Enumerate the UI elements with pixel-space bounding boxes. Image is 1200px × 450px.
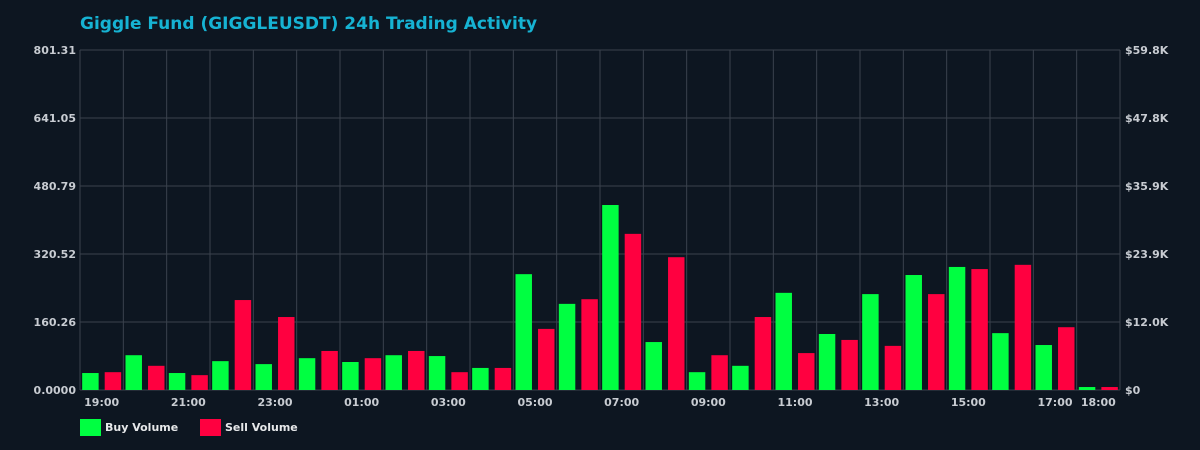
sell-volume-bar[interactable]: [191, 375, 208, 390]
y-tick-label: 0.0000: [34, 384, 77, 397]
y-tick-label: 801.31: [34, 44, 76, 57]
sell-volume-bar[interactable]: [408, 350, 425, 390]
y-tick-label: 160.26: [34, 316, 77, 329]
y-right-tick-label: $12.0K: [1125, 316, 1169, 329]
y-tick-label: 641.05: [34, 112, 76, 125]
buy-volume-bar[interactable]: [948, 266, 966, 390]
buy-volume-bar[interactable]: [82, 373, 99, 390]
y-right-tick-label: $47.8K: [1125, 112, 1169, 125]
y-right-tick-label: $23.9K: [1125, 248, 1169, 261]
buy-volume-bar[interactable]: [732, 365, 749, 390]
x-tick-label: 01:00: [344, 396, 379, 409]
x-tick-label: 15:00: [951, 396, 986, 409]
buy-volume-bar[interactable]: [1078, 387, 1096, 390]
sell-volume-bar[interactable]: [104, 372, 122, 390]
buy-volume-bar[interactable]: [428, 356, 446, 390]
x-tick-label: 07:00: [604, 396, 639, 409]
y-tick-label: 320.52: [34, 248, 76, 261]
buy-volume-bar[interactable]: [558, 303, 576, 390]
sell-swatch: [200, 419, 221, 436]
sell-volume-bar[interactable]: [234, 300, 252, 390]
buy-volume-bar[interactable]: [342, 361, 359, 390]
x-tick-label: 19:00: [84, 396, 119, 409]
buy-swatch: [80, 419, 101, 436]
bars: [82, 205, 1118, 390]
sell-volume-bar[interactable]: [1058, 327, 1075, 390]
x-tick-label: 18:00: [1081, 396, 1116, 409]
buy-volume-bar[interactable]: [125, 355, 142, 390]
x-axis: 19:00 21:00 23:00 01:00 03:00 05:00 07:00 09:00…: [84, 396, 1116, 409]
sell-volume-bar[interactable]: [321, 350, 338, 390]
sell-volume-bar[interactable]: [278, 317, 295, 390]
buy-volume-bar[interactable]: [515, 274, 532, 390]
legend-buy[interactable]: Buy Volume: [80, 419, 178, 436]
x-tick-label: 09:00: [691, 396, 726, 409]
x-tick-label: 23:00: [257, 396, 292, 409]
sell-volume-bar[interactable]: [494, 367, 512, 390]
buy-volume-bar[interactable]: [385, 355, 402, 390]
buy-volume-bar[interactable]: [775, 292, 792, 390]
sell-volume-bar[interactable]: [148, 365, 165, 390]
buy-volume-bar[interactable]: [818, 333, 836, 390]
sell-volume-bar[interactable]: [364, 358, 382, 390]
x-tick-label: 13:00: [864, 396, 899, 409]
sell-volume-bar[interactable]: [711, 355, 728, 390]
sell-volume-bar[interactable]: [1014, 264, 1032, 390]
y-right-tick-label: $59.8K: [1125, 44, 1169, 57]
sell-volume-bar[interactable]: [1101, 387, 1118, 390]
sell-volume-bar[interactable]: [451, 372, 468, 390]
buy-volume-bar[interactable]: [688, 372, 706, 390]
sell-volume-bar[interactable]: [754, 317, 772, 390]
buy-volume-bar[interactable]: [645, 342, 662, 390]
buy-volume-bar[interactable]: [472, 367, 489, 390]
buy-volume-bar[interactable]: [168, 373, 186, 390]
x-tick-label: 03:00: [431, 396, 466, 409]
sell-volume-bar[interactable]: [581, 299, 598, 390]
buy-volume-bar[interactable]: [212, 361, 229, 390]
sell-volume-bar[interactable]: [928, 294, 945, 390]
legend-sell[interactable]: Sell Volume: [200, 419, 298, 436]
sell-volume-bar[interactable]: [841, 339, 858, 390]
y-tick-label: 480.79: [34, 180, 76, 193]
buy-volume-bar[interactable]: [255, 364, 272, 390]
x-tick-label: 05:00: [517, 396, 552, 409]
sell-volume-bar[interactable]: [798, 353, 815, 390]
x-tick-label: 21:00: [171, 396, 206, 409]
buy-volume-bar[interactable]: [602, 205, 619, 390]
sell-volume-bar[interactable]: [538, 328, 555, 390]
grid-lines: [79, 49, 1121, 391]
buy-volume-bar[interactable]: [1035, 345, 1052, 390]
buy-volume-bar[interactable]: [905, 275, 922, 390]
right-y-axis: $0 $12.0K $23.9K $35.9K $47.8K $59.8K: [1125, 44, 1169, 397]
left-y-axis: 0.0000 160.26 320.52 480.79 641.05 801.31: [34, 44, 77, 397]
buy-volume-bar[interactable]: [862, 294, 879, 390]
buy-volume-bar[interactable]: [298, 358, 316, 390]
sell-volume-bar[interactable]: [971, 269, 988, 390]
chart-title: Giggle Fund (GIGGLEUSDT) 24h Trading Act…: [80, 14, 538, 34]
sell-legend-label: Sell Volume: [225, 421, 298, 434]
x-tick-label: 17:00: [1037, 396, 1072, 409]
sell-volume-bar[interactable]: [668, 257, 685, 390]
buy-volume-bar[interactable]: [992, 333, 1009, 390]
buy-legend-label: Buy Volume: [105, 421, 179, 434]
y-right-tick-label: $0: [1125, 384, 1141, 397]
x-tick-label: 11:00: [777, 396, 812, 409]
sell-volume-bar[interactable]: [624, 233, 642, 390]
y-right-tick-label: $35.9K: [1125, 180, 1169, 193]
sell-volume-bar[interactable]: [884, 345, 902, 390]
